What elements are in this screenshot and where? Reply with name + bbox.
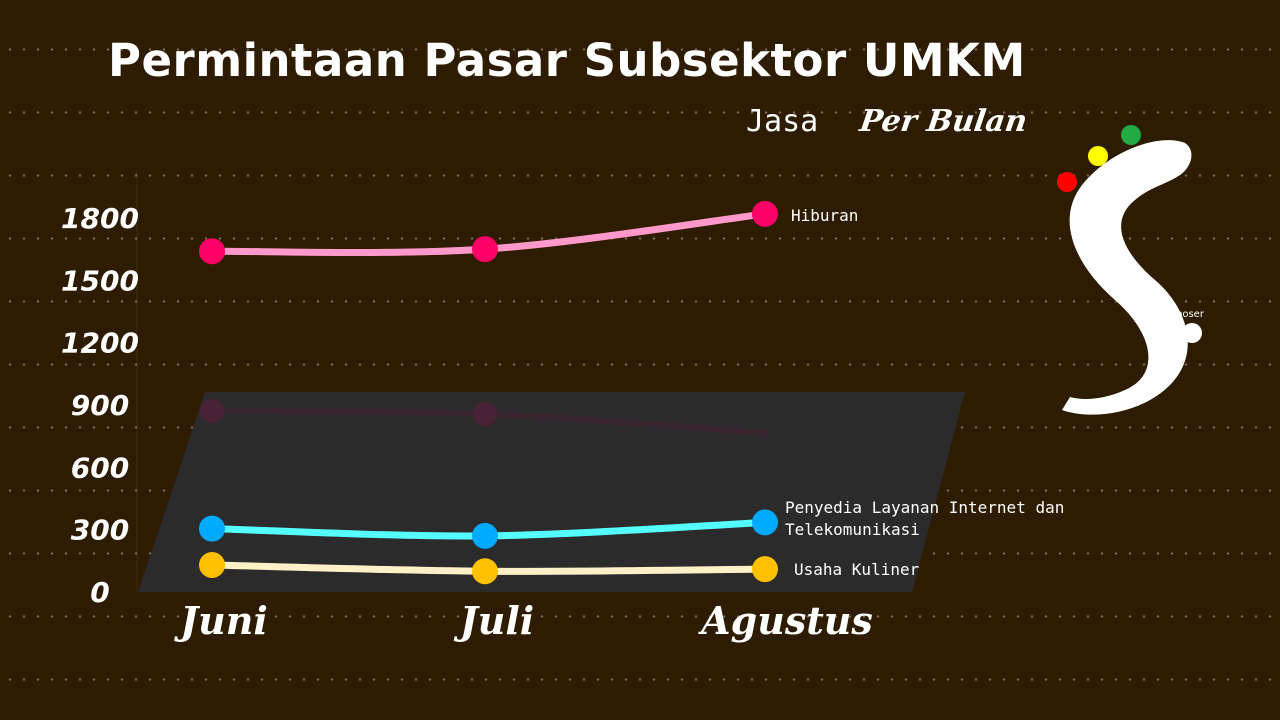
series-label-continued: Telekomunikasi [785, 520, 920, 539]
y-axis-ticks: 0 300 600 900 1200 1500 1800 [61, 202, 139, 609]
data-point [199, 515, 225, 542]
series-label: Hiburan [791, 206, 858, 225]
logo-s-notch [1113, 364, 1139, 392]
y-tick-label: 1200 [61, 327, 139, 360]
logo-green-dot [1121, 125, 1141, 145]
series-label: Usaha Kuliner [794, 560, 920, 579]
reflection-point [200, 399, 224, 423]
reflection-point [473, 402, 497, 426]
x-tick-label: Agustus [698, 598, 873, 643]
logo-red-dot [1057, 172, 1077, 192]
logo-yellow-dot [1088, 146, 1108, 166]
data-point [752, 556, 778, 583]
data-point [752, 200, 778, 227]
logo-white-dot [1182, 323, 1202, 343]
y-tick-label: 900 [71, 389, 129, 422]
data-point [472, 522, 498, 549]
y-tick-label: 1500 [61, 264, 139, 297]
x-tick-label: Juli [454, 598, 534, 643]
x-axis-ticks: Juni Juli Agustus [174, 598, 873, 643]
series-labels: Hiburan Penyedia Layanan Internet dan Tele… [785, 206, 1064, 579]
data-point [199, 551, 225, 578]
chart-title: Permintaan Pasar Subsektor UMKM [108, 34, 1026, 87]
perspective-panel [138, 392, 965, 592]
y-tick-label: 600 [71, 451, 129, 484]
data-point [472, 236, 498, 263]
logo-s-shape [1062, 140, 1192, 415]
data-point [472, 558, 498, 585]
brand-logo: poser [1057, 125, 1205, 415]
y-tick-label: 0 [90, 576, 109, 609]
y-tick-label: 1800 [61, 202, 139, 235]
y-tick-label: 300 [71, 514, 129, 547]
x-tick-label: Juni [174, 598, 268, 643]
data-point [752, 509, 778, 536]
series-label: Penyedia Layanan Internet dan [785, 498, 1064, 517]
logo-text: poser [1176, 309, 1205, 320]
chart-subtitle-category: Jasa [746, 104, 819, 139]
line-reflections [200, 399, 768, 436]
data-point [199, 238, 225, 265]
series-points [199, 200, 778, 585]
